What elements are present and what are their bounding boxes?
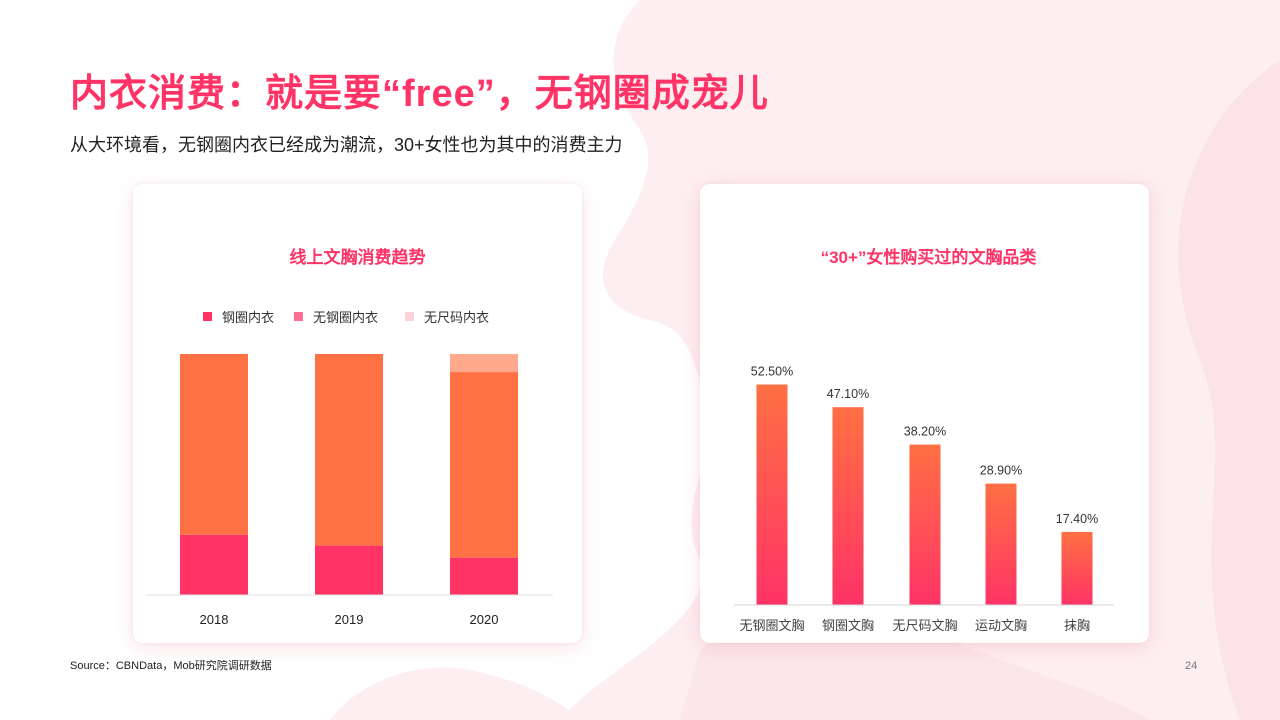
bra-category-chart: “30+”女性购买过的文胸品类 52.50% 47.10% 38.20% 28.90%… (734, 247, 1114, 633)
legend-label: 无钢圈内衣 (313, 310, 378, 325)
bar (909, 444, 941, 605)
bar-group: 52.50% 47.10% 38.20% 28.90% 17.40% (751, 365, 1098, 605)
x-tick-label: 2018 (200, 612, 229, 627)
bra-category-card: “30+”女性购买过的文胸品类 52.50% 47.10% 38.20% 28.90%… (700, 184, 1149, 643)
x-tick-label: 2019 (335, 612, 364, 627)
online-bra-trend-card: 线上文胸消费趋势 钢圈内衣 无钢圈内衣 无尺码内衣 2018 2019 2020 (133, 184, 582, 643)
x-tick-label: 钢圈文胸 (822, 618, 874, 633)
bar-segment (450, 557, 518, 595)
chart-title: “30+”女性购买过的文胸品类 (821, 247, 1038, 267)
data-label: 17.40% (1056, 512, 1098, 526)
bar-segment (450, 354, 518, 373)
bar (985, 483, 1017, 605)
bar-segment (450, 372, 518, 558)
data-label: 28.90% (980, 464, 1022, 478)
bar (1061, 531, 1093, 605)
source-note: Source：CBNData，Mob研究院调研数据 (70, 660, 272, 672)
x-axis-ticks: 无钢圈文胸 钢圈文胸 无尺码文胸 运动文胸 抹胸 (739, 618, 1090, 633)
legend-label: 无尺码内衣 (424, 310, 489, 325)
legend-swatch (405, 312, 414, 321)
bar (832, 407, 864, 605)
x-tick-label: 抹胸 (1064, 618, 1090, 633)
bar-segment (180, 534, 248, 595)
page-number: 24 (1185, 660, 1198, 672)
x-tick-label: 无钢圈文胸 (739, 618, 804, 633)
bar (756, 384, 788, 605)
bar-group (180, 354, 518, 595)
legend-swatch (203, 312, 212, 321)
data-label: 47.10% (827, 387, 869, 401)
chart-legend: 钢圈内衣 无钢圈内衣 无尺码内衣 (203, 310, 489, 325)
legend-label: 钢圈内衣 (222, 310, 274, 325)
slide-subtitle: 从大环境看，无钢圈内衣已经成为潮流，30+女性也为其中的消费主力 (70, 135, 623, 155)
bar-segment (180, 354, 248, 535)
bar-segment (315, 354, 383, 546)
x-tick-label: 运动文胸 (975, 618, 1027, 633)
background-hair-swirl (1178, 60, 1280, 720)
x-tick-label: 2020 (470, 612, 499, 627)
data-label: 52.50% (751, 365, 793, 379)
bar-segment (315, 545, 383, 595)
legend-swatch (294, 312, 303, 321)
x-tick-label: 无尺码文胸 (892, 618, 957, 633)
x-axis-ticks: 2018 2019 2020 (200, 612, 499, 627)
online-bra-trend-chart: 线上文胸消费趋势 钢圈内衣 无钢圈内衣 无尺码内衣 2018 2019 2020 (146, 247, 553, 627)
data-label: 38.20% (904, 425, 946, 439)
chart-title: 线上文胸消费趋势 (290, 247, 426, 267)
slide-title: 内衣消费：就是要“free”，无钢圈成宠儿 (70, 73, 769, 115)
background-left-shape (330, 667, 580, 720)
